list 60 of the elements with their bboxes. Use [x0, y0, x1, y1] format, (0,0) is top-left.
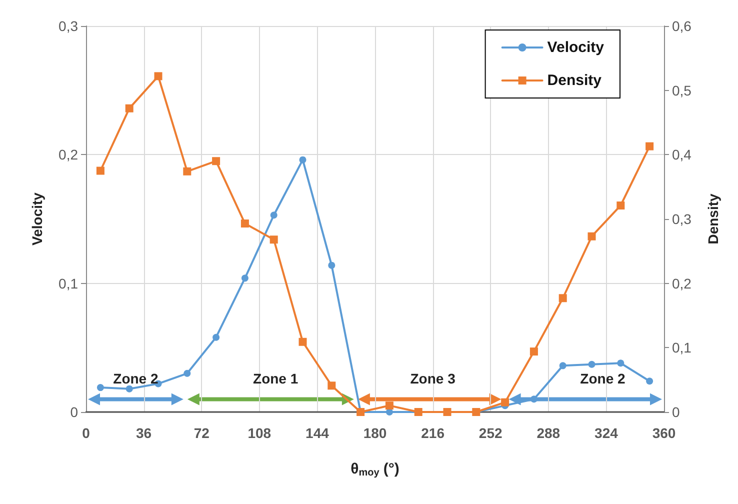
- x-tick-label: 108: [248, 425, 272, 441]
- point: [212, 157, 220, 166]
- x-tick-label: 0: [82, 425, 90, 441]
- y2-tick-label: 0,1: [672, 340, 692, 356]
- point: [126, 385, 133, 392]
- point: [299, 156, 306, 164]
- point: [270, 212, 278, 219]
- point: [183, 167, 192, 176]
- x-tick-label: 288: [536, 425, 560, 441]
- point: [125, 104, 134, 112]
- y-tick-label: 0: [70, 404, 78, 420]
- point: [298, 338, 307, 346]
- point: [559, 362, 566, 370]
- point: [646, 378, 654, 385]
- x-tick-label: 180: [363, 425, 387, 441]
- y2-tick-label: 0,5: [672, 82, 692, 98]
- x-tick-label: 252: [478, 425, 502, 441]
- point: [154, 72, 162, 80]
- annotation: Zone 2: [113, 370, 158, 386]
- y-tick-label: 0,1: [58, 275, 78, 292]
- point: [241, 274, 248, 282]
- point: [588, 232, 596, 240]
- point: [530, 348, 538, 356]
- point: [96, 384, 104, 392]
- point: [240, 220, 249, 228]
- point: [385, 402, 394, 410]
- point: [616, 201, 625, 210]
- x-tick-label: 360: [652, 425, 676, 441]
- annotation: Zone 3: [410, 370, 456, 386]
- x-tick-label: 324: [594, 425, 618, 441]
- y2-tick-label: 0,4: [672, 146, 692, 163]
- point: [328, 262, 336, 269]
- y2-tick-label: 0,2: [672, 275, 692, 292]
- y-tick-label: 0,3: [58, 18, 78, 34]
- y-axis-title: Velocity: [29, 192, 45, 246]
- y2-axis-title: Density: [705, 194, 721, 244]
- point: [617, 360, 624, 367]
- y2-tick-label: 0: [672, 404, 680, 420]
- x-tick-label: 144: [306, 425, 330, 441]
- point: [501, 398, 510, 406]
- y2-tick-label: 0,3: [672, 211, 692, 227]
- point: [588, 360, 596, 368]
- point: [328, 382, 336, 390]
- point: [212, 334, 220, 341]
- point: [386, 408, 393, 416]
- x-tick-label: 36: [136, 425, 152, 441]
- y2-tick-label: 0,6: [672, 18, 692, 34]
- legend-label: Density: [547, 72, 602, 89]
- point: [646, 142, 654, 150]
- point: [96, 166, 104, 175]
- x-tick-label: 216: [421, 425, 445, 441]
- point: [558, 294, 567, 302]
- point: [184, 370, 191, 377]
- point: [270, 236, 278, 244]
- annotation: Zone 1: [253, 370, 298, 386]
- point: [530, 396, 538, 403]
- annotation: Zone 2: [580, 370, 626, 386]
- legend-label: Velocity: [547, 39, 605, 56]
- x-tick-label: 72: [194, 425, 210, 441]
- y-tick-label: 0,2: [58, 146, 78, 163]
